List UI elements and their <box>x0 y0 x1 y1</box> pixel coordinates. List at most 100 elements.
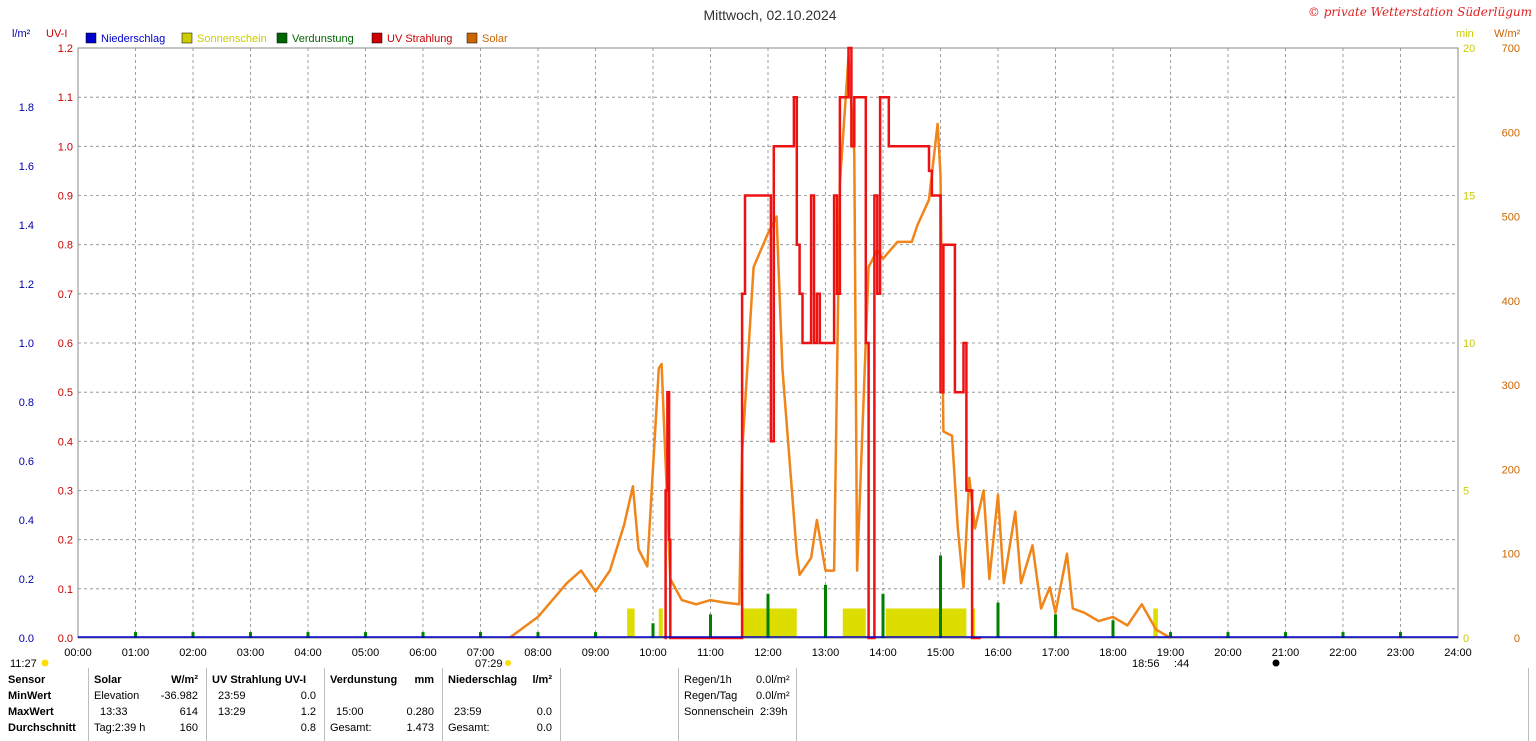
evaporation-bar <box>766 593 770 638</box>
x-tick-label: 20:00 <box>1214 647 1242 659</box>
rain-tick-label: 1.4 <box>19 220 34 232</box>
evap-title: Verdunstung <box>330 674 398 686</box>
legend: Niederschlag Sonnenschein Verdunstung UV St… <box>85 32 508 45</box>
uv-series-line <box>664 46 981 640</box>
sunshine-tick-label: 0 <box>1463 633 1469 645</box>
legend-label: Solar <box>482 33 508 45</box>
rain-tick-label: 1.6 <box>19 161 34 173</box>
legend-swatch <box>181 32 193 44</box>
uv-tick-label: 0.1 <box>58 584 73 596</box>
minwert-label: MinWert <box>8 690 52 702</box>
solar-tick-label: 0 <box>1514 633 1520 645</box>
evaporation-bar <box>939 555 942 638</box>
evaporation-bar <box>1341 632 1345 638</box>
stats-divider <box>88 668 89 741</box>
stats-table: Sensor MinWert MaxWert Durchschnitt Sola… <box>0 668 1536 741</box>
evaporation-bars <box>134 555 1402 638</box>
stats-divider <box>442 668 443 741</box>
solar-unit: W/m² <box>171 674 198 686</box>
x-tick-label: 05:00 <box>352 647 380 659</box>
stats-divider <box>678 668 679 741</box>
solar-title: Solar <box>94 674 122 686</box>
moonset-icon <box>1272 659 1280 667</box>
x-tick-label: 21:00 <box>1272 647 1300 659</box>
evaporation-bar <box>1054 614 1057 638</box>
uv-tick-label: 0.9 <box>58 191 73 203</box>
x-tick-label: 14:00 <box>869 647 897 659</box>
x-tick-label: 17:00 <box>1042 647 1070 659</box>
rain-max-value: 0.0 <box>536 706 552 718</box>
uv-tick-label: 0.3 <box>58 486 73 498</box>
sunshine-axis-unit: min <box>1456 28 1474 40</box>
sunshine-tick-label: 15 <box>1463 191 1475 203</box>
uv-title: UV Strahlung UV-I <box>212 674 307 686</box>
solar-max-time: 13:33 <box>100 706 128 718</box>
uv-tick-label: 0.0 <box>58 633 73 645</box>
summary-label: Sonnenschein <box>684 706 754 718</box>
x-tick-label: 22:00 <box>1329 647 1357 659</box>
evaporation-bar <box>421 632 425 638</box>
sunshine-tick-label: 20 <box>1463 43 1475 55</box>
rain-tick-label: 1.8 <box>19 102 34 114</box>
y-axes: 0.0 0.2 0.4 0.6 0.8 1.0 1.2 1.4 1.6 1.8 0.0 0.1 0.2 0… <box>19 43 1520 645</box>
rain-tick-label: 0.8 <box>19 397 34 409</box>
x-tick-label: 07:00 <box>467 647 495 659</box>
rain-avg-time: Gesamt: <box>448 722 490 734</box>
x-tick-label: 02:00 <box>179 647 207 659</box>
sunshine-bar <box>972 608 975 638</box>
evaporation-bar <box>996 602 1000 638</box>
summary-label: Regen/Tag <box>684 690 738 702</box>
evaporation-bar <box>824 584 827 638</box>
stats-divider <box>324 668 325 741</box>
uv-avg-value: 0.8 <box>300 722 316 734</box>
uv-tick-label: 1.0 <box>58 141 73 153</box>
summary-label: Regen/1h <box>684 674 732 686</box>
evaporation-bar <box>709 614 712 638</box>
evap-avg-time: Gesamt: <box>330 722 372 734</box>
solar-tick-label: 400 <box>1502 296 1520 308</box>
solar-tick-label: 300 <box>1502 380 1520 392</box>
x-tick-label: 23:00 <box>1387 647 1415 659</box>
solar-tick-label: 600 <box>1502 127 1520 139</box>
evap-max-time: 15:00 <box>336 706 364 718</box>
sunshine-bar <box>842 608 866 638</box>
evaporation-bar <box>1169 632 1172 638</box>
sunset-suffix: :44 <box>1174 658 1189 668</box>
solar-max-value: 614 <box>179 706 198 718</box>
legend-swatch <box>466 32 478 44</box>
grid <box>78 48 1458 638</box>
rain-tick-label: 0.0 <box>19 633 34 645</box>
legend-swatch <box>85 32 97 44</box>
uv-tick-label: 0.8 <box>58 240 73 252</box>
evap-max-value: 0.280 <box>406 706 434 718</box>
copyright-label: © private Wetterstation Süderlügum <box>1308 5 1532 19</box>
summary-value: 0.0l/m² <box>756 690 790 702</box>
legend-label: Sonnenschein <box>197 33 267 45</box>
uv-axis-unit: UV-I <box>46 28 67 40</box>
legend-swatch <box>371 32 383 44</box>
legend-label: Niederschlag <box>101 33 165 45</box>
evaporation-bar <box>536 632 540 638</box>
evaporation-bar <box>881 593 885 638</box>
x-tick-label: 24:00 <box>1444 647 1472 659</box>
stats-divider <box>206 668 207 741</box>
x-tick-label: 10:00 <box>639 647 667 659</box>
summary-value: 0.0l/m² <box>756 674 790 686</box>
sunrise-icon <box>505 660 511 666</box>
x-tick-label: 11:00 <box>697 647 724 659</box>
stats-divider <box>1528 668 1529 741</box>
x-tick-label: 01:00 <box>122 647 150 659</box>
x-tick-label: 19:00 <box>1157 647 1185 659</box>
x-tick-label: 06:00 <box>409 647 437 659</box>
evaporation-bar <box>479 632 482 638</box>
weather-chart: Mittwoch, 02.10.2024 © private Wettersta… <box>10 5 1532 668</box>
sunshine-bar <box>627 608 635 638</box>
solar-tick-label: 500 <box>1502 212 1520 224</box>
rain-axis-unit: l/m² <box>12 28 31 40</box>
legend-label: Verdunstung <box>292 33 354 45</box>
solar-avg-time: Tag:2:39 h <box>94 722 146 734</box>
rain-avg-value: 0.0 <box>536 722 552 734</box>
sun-moon-markers: 11:27 07:29 18:56 :44 <box>10 658 1280 668</box>
solar-tick-label: 100 <box>1502 549 1520 561</box>
durchschnitt-label: Durchschnitt <box>8 722 76 734</box>
